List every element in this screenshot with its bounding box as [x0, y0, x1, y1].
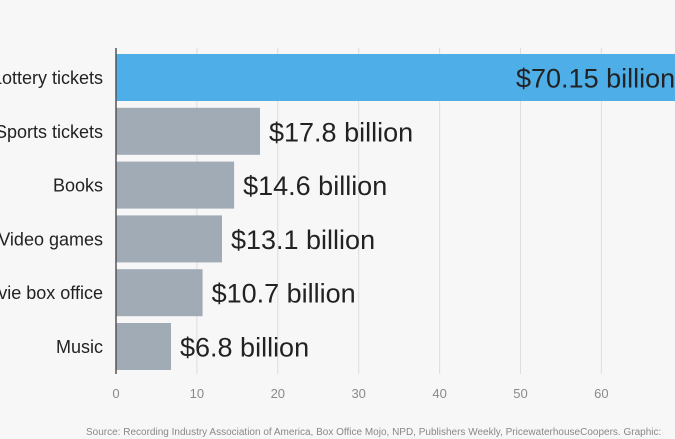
bar-lottery-tickets	[116, 54, 675, 101]
bar-sports-tickets	[116, 107, 261, 155]
category-label: Movie box office	[0, 283, 103, 303]
category-label: Sports tickets	[0, 122, 103, 142]
value-label: $17.8 billion	[269, 117, 413, 147]
x-tick-label: 60	[594, 386, 608, 401]
category-label: Books	[53, 176, 103, 196]
category-label: Music	[56, 337, 103, 357]
category-labels: Lottery tickets Sports tickets Books Video …	[0, 68, 103, 357]
x-tick-label: 50	[513, 386, 527, 401]
x-tick-label: 30	[351, 386, 365, 401]
value-label: $70.15 billion	[516, 64, 675, 94]
value-label: $13.1 billion	[231, 225, 375, 255]
x-tick-label: 10	[190, 386, 204, 401]
bar-books	[116, 161, 235, 209]
value-label: $14.6 billion	[243, 171, 387, 201]
bar-video-games	[116, 215, 222, 263]
value-label: $6.8 billion	[180, 333, 309, 363]
x-tick-label: 0	[112, 386, 119, 401]
bar-music	[116, 323, 172, 370]
x-tick-label: 20	[271, 386, 285, 401]
source-note: Source: Recording Industry Association o…	[86, 427, 662, 438]
x-tick-label: 40	[432, 386, 446, 401]
grid-lines	[196, 48, 602, 374]
value-label: $10.7 billion	[212, 279, 356, 309]
bars	[116, 54, 675, 370]
x-axis-ticks: 0 10 20 30 40 50 60	[112, 386, 608, 401]
category-label: Lottery tickets	[0, 68, 103, 88]
category-label: Video games	[0, 229, 103, 249]
bar-movie-box-office	[116, 269, 203, 317]
value-labels: $70.15 billion $17.8 billion $14.6 billion…	[180, 64, 675, 363]
